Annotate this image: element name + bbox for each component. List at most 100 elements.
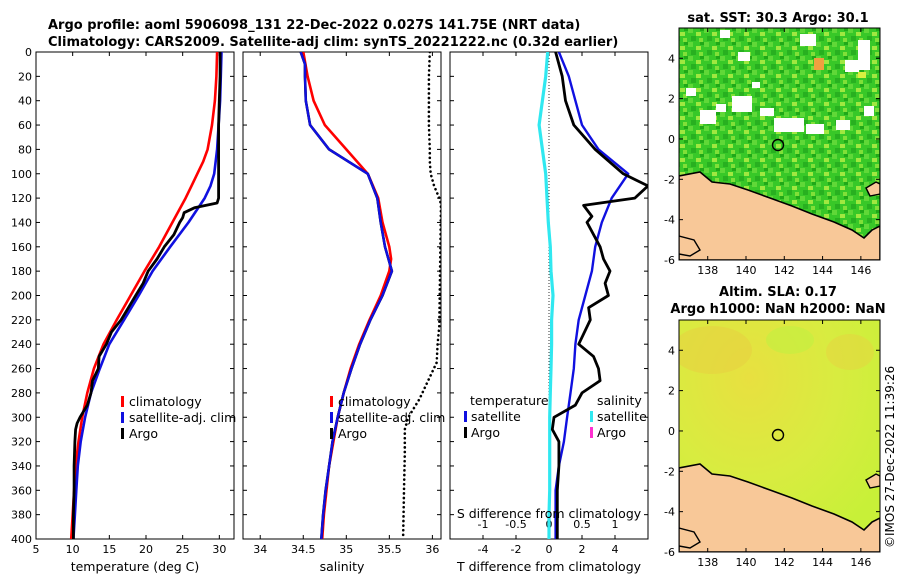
sst-map-panel: sat. SST: 30.3 Argo: 30.1 xyxy=(664,11,881,277)
y-tick-label: 320 xyxy=(11,436,32,449)
legend-label-argo: Argo xyxy=(338,426,367,441)
map-y-tick-label: 2 xyxy=(668,385,675,398)
imos-watermark: ©IMOS 27-Dec-2022 11:39:26 xyxy=(883,366,897,548)
salinity-legend: climatology satellite-adj. clim Argo xyxy=(330,394,445,441)
x-tick-label: 0.5 xyxy=(573,518,591,531)
sst-yellow-spot xyxy=(858,72,866,78)
legend-swatch-satellite xyxy=(121,412,124,423)
y-tick-label: 20 xyxy=(18,70,32,83)
sla-high-patch xyxy=(679,326,752,374)
map-x-tick-label: 138 xyxy=(697,556,718,569)
legend-label-s-argo: Argo xyxy=(597,425,626,440)
sst-land-southwest xyxy=(679,235,701,257)
x-tick-label: -1 xyxy=(478,518,489,531)
map-x-tick-label: 144 xyxy=(812,556,833,569)
y-tick-label: 80 xyxy=(18,143,32,156)
y-tick-label: 100 xyxy=(11,168,32,181)
sst-missing-data xyxy=(686,30,874,134)
x-tick-label: 35.5 xyxy=(377,543,402,556)
x-tick-label: 4 xyxy=(612,543,619,556)
x-tick-label: 34.5 xyxy=(291,543,316,556)
y-tick-label: 380 xyxy=(11,509,32,522)
sst-island xyxy=(865,181,880,197)
legend-swatch-argo xyxy=(121,428,124,439)
y-tick-label: 180 xyxy=(11,265,32,278)
legend-swatch-argo xyxy=(330,428,333,439)
legend-label-satellite: satellite-adj. clim xyxy=(129,410,236,425)
map-y-tick-label: -2 xyxy=(664,173,675,186)
legend-swatch-satellite xyxy=(330,412,333,423)
sla-land xyxy=(679,463,880,552)
salinity-xlabel: salinity xyxy=(320,559,365,574)
x-tick-label: 35 xyxy=(339,543,353,556)
legend-swatch-climatology xyxy=(330,396,333,407)
map-x-tick-label: 140 xyxy=(736,556,757,569)
map-x-tick-label: 146 xyxy=(850,264,871,277)
map-y-tick-label: -6 xyxy=(664,546,675,559)
x-tick-label: -2 xyxy=(511,543,522,556)
x-tick-label: 5 xyxy=(33,543,40,556)
x-tick-label: 20 xyxy=(139,543,153,556)
legend-label-satellite: satellite-adj. clim xyxy=(338,410,445,425)
legend-swatch-climatology xyxy=(121,396,124,407)
y-tick-label: 240 xyxy=(11,338,32,351)
y-tick-label: 340 xyxy=(11,460,32,473)
sst-land xyxy=(679,171,880,260)
y-tick-label: 40 xyxy=(18,95,32,108)
legend-label-t-satellite: satellite xyxy=(471,409,521,424)
legend-swatch-t-satellite xyxy=(464,411,467,422)
map-y-tick-label: 4 xyxy=(668,52,675,65)
difference-xlabel: T difference from climatology xyxy=(456,559,642,574)
y-tick-label: 120 xyxy=(11,192,32,205)
series-line-salinity-profile-dotted- xyxy=(401,52,441,539)
y-tick-label: 0 xyxy=(25,46,32,59)
temperature-legend: climatology satellite-adj. clim Argo xyxy=(121,394,236,441)
x-tick-label: 25 xyxy=(176,543,190,556)
map-y-tick-label: 0 xyxy=(668,133,675,146)
legend-label-climatology: climatology xyxy=(129,394,202,409)
map-x-tick-label: 146 xyxy=(850,556,871,569)
temperature-panel: 0 20 40 60 80 100 120 140 160 180 200 220 240 260 280 3… xyxy=(11,46,236,574)
salinity-panel: 34 34.5 35 35.5 36 salinity climatology sate… xyxy=(242,51,445,574)
temperature-xlabel: temperature (deg C) xyxy=(71,559,200,574)
legend-title-temperature: temperature xyxy=(470,393,549,408)
series-line-climatology xyxy=(69,52,219,539)
map-y-tick-label: 4 xyxy=(668,344,675,357)
sla-map-panel: Altim. SLA: 0.17 Argo h1000: NaN h2000: … xyxy=(664,285,886,569)
y-tick-label: 400 xyxy=(11,533,32,546)
x-tick-label: 10 xyxy=(66,543,80,556)
x-tick-label: 34 xyxy=(253,543,267,556)
y-tick-label: 300 xyxy=(11,411,32,424)
map-y-tick-label: 2 xyxy=(668,93,675,106)
map-x-tick-label: 142 xyxy=(774,556,795,569)
sla-low-patch xyxy=(766,326,814,354)
series-line-satellite-adj-clim xyxy=(299,52,394,539)
legend-swatch-t-argo xyxy=(464,427,467,438)
series-line-argo xyxy=(72,52,222,539)
x-tick-label: 36 xyxy=(425,543,439,556)
y-tick-label: 60 xyxy=(18,119,32,132)
sla-argo-position-marker xyxy=(771,428,785,442)
y-tick-label: 260 xyxy=(11,363,32,376)
y-tick-label: 220 xyxy=(11,314,32,327)
difference-panel: -4 -2 0 2 4 -1 -0.5 0 0.5 1 T difference from cl… xyxy=(449,51,649,574)
legend-swatch-s-argo xyxy=(590,427,593,438)
sla-map-frame xyxy=(678,319,881,553)
sla-land-southwest xyxy=(679,527,701,549)
map-x-tick-label: 140 xyxy=(736,264,757,277)
legend-label-s-satellite: satellite xyxy=(597,409,647,424)
salinity-axes-frame xyxy=(242,51,442,540)
x-tick-label: 0 xyxy=(546,543,553,556)
x-tick-label: -4 xyxy=(478,543,489,556)
map-x-tick-label: 138 xyxy=(697,264,718,277)
map-x-tick-label: 142 xyxy=(774,264,795,277)
map-y-tick-label: -4 xyxy=(664,214,675,227)
legend-label-t-argo: Argo xyxy=(471,425,500,440)
y-tick-label: 200 xyxy=(11,290,32,303)
map-y-tick-label: -4 xyxy=(664,506,675,519)
title-line-2: Climatology: CARS2009. Satellite-adj cli… xyxy=(48,35,618,50)
sst-map-frame xyxy=(678,27,881,261)
map-y-tick-label: -2 xyxy=(664,465,675,478)
sla-island xyxy=(865,473,880,489)
